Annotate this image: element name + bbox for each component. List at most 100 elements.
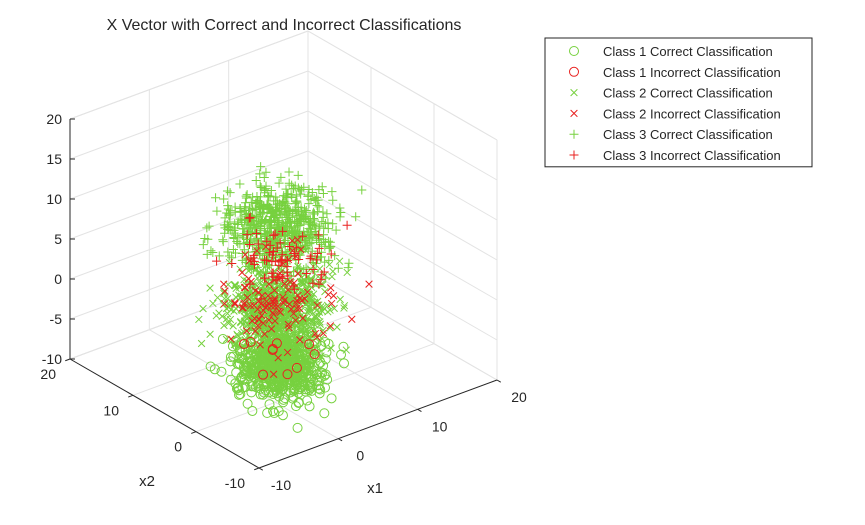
data-point (231, 299, 239, 307)
data-point (248, 192, 258, 202)
data-point (270, 302, 279, 310)
data-point (308, 209, 318, 219)
x-tick-label: 10 (432, 418, 448, 434)
legend-item[interactable]: Class 2 Incorrect Classification (570, 106, 781, 121)
grid-line (69, 30, 309, 120)
data-point (312, 248, 322, 258)
data-point (326, 393, 337, 404)
data-point (325, 237, 335, 247)
data-point (304, 401, 315, 412)
data-point (269, 370, 278, 378)
legend-marker-icon (569, 46, 579, 56)
data-point (265, 217, 275, 227)
data-point (318, 188, 328, 198)
y-tick-mark (65, 358, 71, 362)
data-point (249, 250, 259, 260)
data-point (259, 172, 269, 182)
data-point (336, 207, 346, 217)
data-point (265, 191, 275, 201)
legend-item[interactable]: Class 2 Correct Classification (570, 86, 773, 101)
data-point (304, 339, 315, 350)
legend-item[interactable]: Class 3 Correct Classification (569, 127, 773, 142)
data-point (280, 363, 291, 374)
data-point (264, 292, 272, 300)
legend-item[interactable]: Class 1 Correct Classification (569, 44, 773, 59)
data-point (301, 327, 310, 335)
legend[interactable]: Class 1 Correct Classification Class 1 In… (544, 37, 813, 168)
data-point (262, 236, 272, 246)
data-point (264, 192, 274, 202)
data-point (256, 216, 266, 226)
data-point (258, 369, 269, 380)
data-point (253, 360, 264, 371)
data-point (281, 184, 291, 194)
data-point (275, 272, 285, 282)
data-point (245, 223, 255, 233)
data-point (320, 354, 331, 365)
data-point (285, 323, 293, 332)
data-point (302, 395, 313, 406)
x-tick-mark (496, 379, 502, 383)
data-point (335, 212, 345, 222)
data-point (270, 286, 279, 295)
data-point (223, 247, 233, 257)
data-point (287, 393, 298, 404)
legend-item[interactable]: Class 3 Incorrect Classification (569, 148, 781, 163)
data-point (241, 250, 249, 259)
data-point (317, 239, 327, 249)
data-point (331, 225, 341, 235)
data-point (250, 314, 259, 323)
data-point (290, 251, 300, 261)
data-point (336, 349, 347, 360)
data-point (279, 299, 288, 307)
data-point (305, 345, 313, 354)
data-point (285, 216, 295, 226)
data-point (267, 208, 277, 218)
data-point (277, 273, 287, 283)
data-point (218, 237, 228, 247)
data-point (292, 422, 303, 433)
x-axis-line (258, 379, 498, 469)
data-point (288, 281, 298, 291)
data-point (270, 229, 280, 239)
data-point (307, 298, 316, 307)
data-point (317, 334, 326, 342)
data-point (202, 249, 212, 259)
data-points (195, 162, 373, 433)
data-point (235, 355, 243, 364)
data-point (270, 256, 280, 266)
data-point (308, 278, 318, 288)
legend-item[interactable]: Class 1 Incorrect Classification (569, 65, 781, 80)
data-point (253, 239, 263, 249)
data-point (246, 197, 256, 207)
data-point (206, 330, 214, 338)
data-point (199, 304, 207, 313)
data-point (220, 213, 230, 223)
data-point (315, 367, 326, 378)
y-tick-label: 0 (174, 439, 182, 455)
data-point (209, 364, 220, 375)
data-point (314, 231, 324, 241)
data-point (308, 265, 318, 275)
data-point (323, 218, 333, 228)
data-point (279, 220, 289, 230)
z-tick-label: 5 (54, 231, 62, 247)
data-point (327, 344, 335, 352)
data-point (265, 261, 275, 271)
data-point (218, 235, 228, 245)
data-point (293, 206, 303, 216)
data-point (241, 283, 250, 292)
data-point (313, 380, 324, 391)
data-point (238, 268, 246, 277)
data-point (280, 332, 288, 340)
data-point (329, 292, 338, 300)
data-point (211, 193, 221, 203)
data-point (236, 265, 244, 273)
data-point (326, 324, 334, 332)
data-point (313, 230, 323, 240)
legend-marker-icon (570, 109, 578, 118)
data-point (237, 318, 245, 327)
data-point (256, 209, 266, 219)
data-point (233, 331, 242, 340)
